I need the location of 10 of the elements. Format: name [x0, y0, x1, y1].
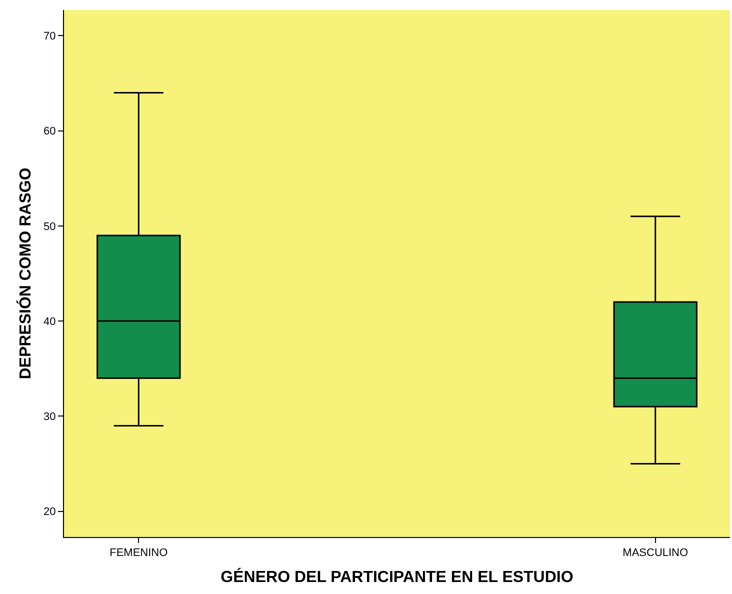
x-tick-label: MASCULINO	[622, 547, 688, 560]
y-tick-label: 40	[44, 316, 56, 328]
x-tick-label: FEMENINO	[110, 547, 168, 560]
y-tick-label: 50	[44, 220, 56, 233]
y-tick-label: 30	[44, 411, 56, 424]
y-tick-label: 20	[44, 506, 56, 518]
y-axis-title: DEPRESIÓN COMO RASGO	[15, 168, 34, 380]
x-axis-title: GÉNERO DEL PARTICIPANTE EN EL ESTUDIO	[220, 566, 574, 586]
y-tick-label: 70	[44, 30, 56, 43]
y-tick-label: 60	[44, 126, 56, 138]
